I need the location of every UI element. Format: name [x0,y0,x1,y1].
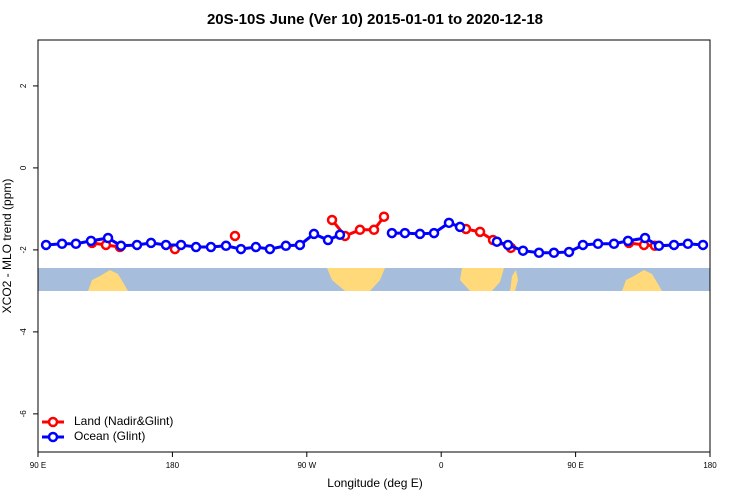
y-tick-label: -6 [19,410,28,418]
point [608,238,620,249]
x-axis-label: Longitude (deg E) [327,476,422,490]
point [56,238,68,249]
point [334,229,346,240]
point [308,228,320,240]
chart-title: 20S-10S June (Ver 10) 2015-01-01 to 2020… [207,11,543,28]
point [443,217,455,229]
point [639,232,651,244]
point [622,235,634,247]
x-tick-label: 90 E [30,461,46,470]
plot-frame [37,39,711,453]
point [577,239,589,251]
point [653,240,665,252]
point [250,241,262,253]
legend-label: Land (Nadir&Glint) [74,414,173,428]
point [533,247,545,259]
legend-marker [47,416,59,428]
point [160,239,172,251]
point [175,239,187,251]
point [85,235,97,247]
point [235,243,247,255]
point [368,224,380,236]
point [190,241,202,253]
point [326,214,338,226]
point [668,239,680,251]
point [563,246,575,258]
y-tick-label: 0 [19,165,28,170]
y-tick-label: -4 [19,328,28,336]
point [399,227,411,239]
point [229,230,241,242]
y-tick-label: 2 [19,83,28,88]
point [454,221,466,233]
point [517,245,529,256]
legend-marker [47,431,59,443]
x-tick-label: 90 W [297,461,316,470]
point [131,239,143,251]
point [682,238,694,249]
y-tick-label: -2 [19,246,28,254]
point [386,227,398,239]
y-axis-label: XCO2 - MLO trend (ppm) [0,179,14,314]
point [502,239,514,251]
point [592,238,604,249]
point [378,211,390,222]
point [491,236,503,247]
point [70,238,82,249]
point [474,226,486,238]
x-tick-label: 90 E [567,461,583,470]
point [145,237,157,249]
map-strip [38,268,710,291]
point [115,240,127,252]
x-tick-label: 180 [166,461,180,470]
point [548,247,560,259]
x-tick-label: 180 [703,461,717,470]
point [428,227,440,239]
point [40,239,52,251]
point [294,239,306,251]
point [697,239,709,251]
x-tick-label: 0 [439,461,444,470]
point [264,243,276,255]
legend-label: Ocean (Glint) [74,429,145,443]
point [322,234,334,246]
point [205,241,217,253]
point [414,228,426,240]
point [280,240,292,252]
point [220,240,232,252]
point [102,232,114,244]
point [354,224,366,236]
